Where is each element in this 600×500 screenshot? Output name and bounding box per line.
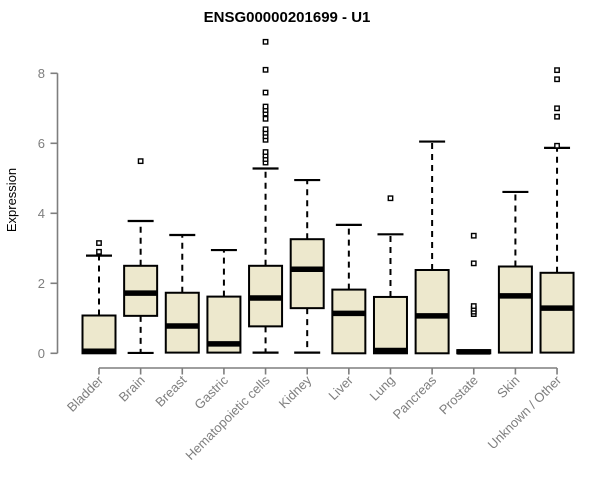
x-tick-label: Brain <box>116 373 148 405</box>
y-axis-label: Expression <box>4 168 19 232</box>
outlier-point <box>262 89 269 96</box>
box-hematopoietic-cells <box>248 38 284 354</box>
box-skin <box>497 190 533 354</box>
y-tick-label: 4 <box>38 206 45 221</box>
x-tick-label: Unknown / Other <box>485 372 565 452</box>
outlier-point <box>262 149 269 155</box>
outlier-point <box>262 103 269 110</box>
y-tick-label: 2 <box>38 276 45 291</box>
x-tick-label: Bladder <box>64 372 107 415</box>
chart-title: ENSG00000201699 - U1 <box>204 9 371 26</box>
y-tick-label: 6 <box>38 136 45 151</box>
box-brain <box>123 158 159 355</box>
outlier-point <box>470 232 477 239</box>
outlier-point <box>554 105 560 112</box>
iqr-box <box>81 314 117 355</box>
outlier-point <box>554 142 560 149</box>
x-tick-label: Skin <box>494 373 522 401</box>
outlier-point <box>137 158 144 165</box>
box-kidney <box>289 178 325 354</box>
box-bladder <box>81 240 117 355</box>
box-prostate <box>456 232 492 355</box>
outlier-point <box>554 67 560 74</box>
outlier-point <box>387 195 394 202</box>
x-tick-label: Liver <box>325 372 356 403</box>
outlier-point <box>96 248 102 255</box>
outlier-point <box>262 38 269 45</box>
iqr-box <box>331 288 367 355</box>
box-breast <box>164 233 200 354</box>
x-tick-label: Kidney <box>276 372 315 411</box>
iqr-box <box>539 271 575 354</box>
box-pancreas <box>414 140 450 355</box>
outlier-point <box>470 260 477 267</box>
outlier-point <box>554 76 560 83</box>
box-liver <box>331 223 367 355</box>
x-tick-label: Gastric <box>191 372 231 412</box>
iqr-box <box>497 265 533 354</box>
outlier-point <box>96 240 102 246</box>
outlier-point <box>262 126 269 133</box>
y-tick-label: 0 <box>38 346 45 361</box>
outlier-point <box>554 113 560 120</box>
outlier-point <box>262 66 269 73</box>
iqr-box <box>372 295 408 355</box>
iqr-box <box>164 291 200 354</box>
outlier-point <box>470 303 477 309</box>
y-tick-label: 8 <box>38 66 45 81</box>
x-tick-label: Pancreas <box>390 372 440 422</box>
box-lung <box>372 195 408 355</box>
x-tick-label: Breast <box>152 372 189 409</box>
y-axis: 0 2 4 6 8 <box>38 66 59 361</box>
iqr-box <box>289 238 325 310</box>
box-gastric <box>206 248 242 354</box>
iqr-box <box>414 269 450 355</box>
outlier-point <box>262 115 269 122</box>
x-tick-label: Prostate <box>436 373 481 418</box>
x-tick-label: Lung <box>367 373 398 404</box>
box-unknown-other <box>539 67 575 354</box>
